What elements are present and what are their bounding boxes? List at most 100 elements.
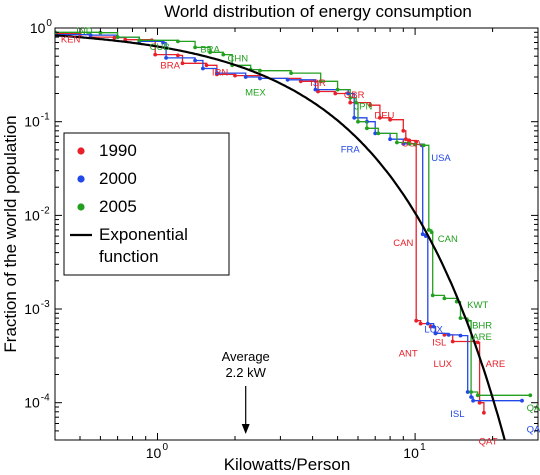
data-point-2005 xyxy=(430,293,435,298)
data-point-1990 xyxy=(233,73,237,78)
country-label: ARE xyxy=(486,359,506,370)
data-point-2000 xyxy=(313,87,318,92)
data-point-1990 xyxy=(112,35,117,40)
x-tick-exponent: 0 xyxy=(163,442,169,453)
country-label: ISL xyxy=(432,337,446,348)
series-line-2000 xyxy=(55,33,522,402)
country-label: ISL xyxy=(450,409,464,420)
data-point-2000 xyxy=(388,137,392,142)
country-label: DEU xyxy=(374,111,394,122)
data-point-2000 xyxy=(201,66,205,71)
data-point-2005 xyxy=(475,393,480,398)
data-point-1990 xyxy=(428,324,433,329)
data-point-2000 xyxy=(520,398,524,403)
legend-label: 1990 xyxy=(99,141,137,160)
annotation-line1: Average xyxy=(222,349,270,364)
country-label: MEX xyxy=(245,88,266,99)
data-point-1990 xyxy=(407,138,412,143)
data-point-1990 xyxy=(368,103,373,108)
country-label: USA xyxy=(431,153,451,164)
country-label: ISR xyxy=(310,78,326,89)
country-label: LUX xyxy=(433,359,452,370)
data-point-2000 xyxy=(161,40,165,45)
legend: 1990 2000 2005 Exponential function xyxy=(63,132,230,276)
data-point-2005 xyxy=(289,71,293,75)
data-point-2000 xyxy=(285,77,290,82)
legend-marker-2000 xyxy=(77,175,85,183)
data-point-2000 xyxy=(258,76,262,81)
y-tick-label: 10 xyxy=(24,301,40,317)
country-label: JPN xyxy=(354,102,372,113)
average-arrowhead xyxy=(241,424,250,434)
annotation-line2: 2.2 kW xyxy=(225,365,266,380)
data-point-1990 xyxy=(475,340,480,345)
country-label: USA xyxy=(402,139,422,150)
data-point-2000 xyxy=(193,58,198,63)
data-point-2005 xyxy=(469,390,473,394)
data-point-2005 xyxy=(442,296,447,301)
data-point-2000 xyxy=(471,398,475,403)
data-point-2005 xyxy=(429,230,434,235)
country-label: LUX xyxy=(424,325,443,336)
y-tick-exponent: -3 xyxy=(41,299,50,310)
data-point-2000 xyxy=(425,321,430,326)
x-tick-exponent: 1 xyxy=(420,442,426,453)
data-point-2000 xyxy=(446,333,451,337)
data-point-1990 xyxy=(450,339,455,344)
legend-label: 2000 xyxy=(99,169,137,188)
data-point-2005 xyxy=(193,45,198,50)
data-point-2005 xyxy=(208,50,213,55)
data-point-2000 xyxy=(352,115,357,120)
data-point-2005 xyxy=(258,68,262,73)
country-label: FRA xyxy=(341,144,361,155)
x-tick-label: 10 xyxy=(403,445,419,461)
y-tick-label: 10 xyxy=(24,114,40,130)
country-label: GBR xyxy=(344,90,365,101)
series-layer xyxy=(55,30,533,415)
chart-title: World distribution of energy consumption xyxy=(164,2,472,21)
data-point-1990 xyxy=(204,63,209,68)
data-point-2000 xyxy=(164,56,169,60)
legend-label: function xyxy=(99,247,159,266)
y-tick-exponent: -2 xyxy=(41,205,50,216)
country-label: KEN xyxy=(61,35,81,46)
data-point-1990 xyxy=(477,400,482,405)
country-label: ARE xyxy=(472,332,492,343)
data-point-2005 xyxy=(115,35,120,39)
data-point-2005 xyxy=(356,119,360,124)
y-tick-label: 10 xyxy=(24,395,40,411)
data-point-2005 xyxy=(528,393,533,398)
data-point-2000 xyxy=(420,232,425,237)
plot-frame xyxy=(54,27,539,441)
legend-box xyxy=(63,132,230,276)
data-point-1990 xyxy=(414,318,419,323)
average-annotation: Average 2.2 kW xyxy=(222,349,270,434)
data-point-1990 xyxy=(403,137,408,142)
data-point-2000 xyxy=(215,71,219,75)
country-label: ANT xyxy=(399,349,418,360)
country-label: BHR xyxy=(472,321,492,332)
data-point-2005 xyxy=(395,140,399,145)
data-point-2005 xyxy=(98,30,103,35)
country-label: IND xyxy=(76,26,93,37)
y-tick-label: 10 xyxy=(30,20,46,36)
country-label: CUB xyxy=(150,42,170,53)
data-point-2005 xyxy=(407,141,412,146)
data-point-2005 xyxy=(348,95,353,100)
data-point-2000 xyxy=(373,131,378,136)
data-point-2005 xyxy=(354,100,358,105)
country-label: QAT xyxy=(479,436,498,447)
country-label: BRA xyxy=(200,44,220,55)
data-point-1990 xyxy=(482,410,486,415)
data-point-2000 xyxy=(431,324,436,329)
legend-label: 2005 xyxy=(99,197,137,216)
country-label: CAN xyxy=(393,238,413,249)
data-point-2005 xyxy=(376,131,381,136)
y-tick-label: 10 xyxy=(24,207,40,223)
country-label: IRN xyxy=(212,68,229,79)
data-point-2000 xyxy=(346,91,351,96)
data-point-2005 xyxy=(137,38,142,43)
y-tick-exponent: -1 xyxy=(41,112,50,123)
